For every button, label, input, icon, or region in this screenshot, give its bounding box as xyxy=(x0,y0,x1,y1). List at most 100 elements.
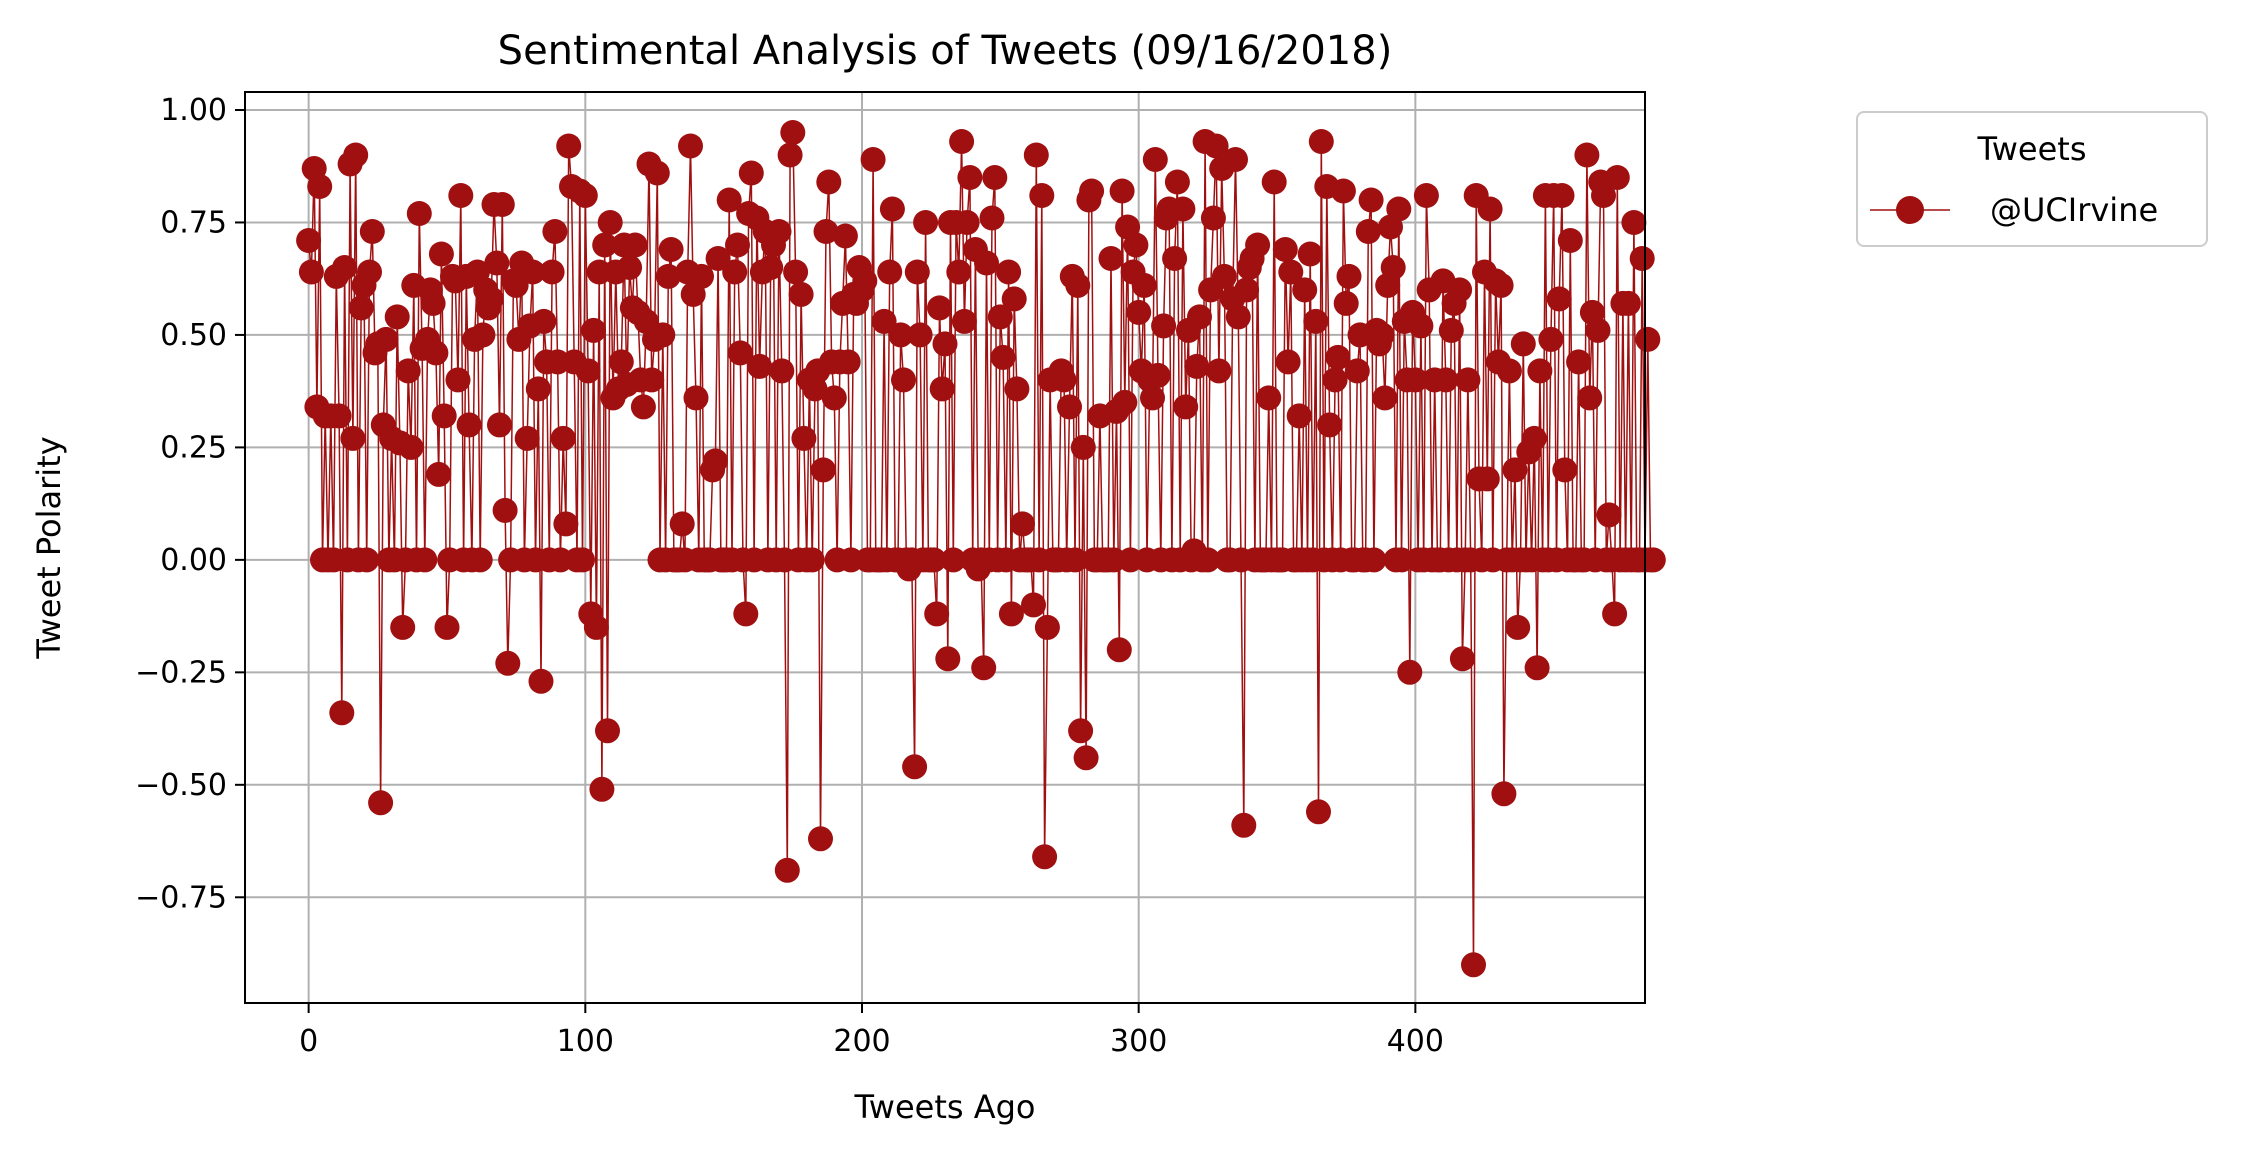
data-point xyxy=(445,367,471,393)
data-point xyxy=(1477,196,1503,222)
data-point xyxy=(1106,637,1132,663)
data-point xyxy=(1447,277,1473,303)
data-point xyxy=(1142,147,1168,172)
data-point xyxy=(783,259,809,285)
legend: Tweets @UCIrvine xyxy=(1856,111,2208,247)
data-point xyxy=(572,183,598,208)
data-point xyxy=(348,295,374,321)
data-point xyxy=(974,250,999,276)
data-point xyxy=(1557,228,1583,253)
data-point xyxy=(1173,394,1199,420)
data-point xyxy=(774,857,800,883)
data-point xyxy=(1502,457,1528,483)
data-point xyxy=(1552,457,1578,483)
data-point xyxy=(608,349,634,375)
data-point xyxy=(434,614,460,640)
data-point xyxy=(921,547,947,573)
data-point xyxy=(1577,385,1603,411)
y-tick-label: −0.25 xyxy=(135,655,227,690)
data-point xyxy=(1151,313,1177,339)
data-point xyxy=(808,826,833,852)
data-point xyxy=(1574,142,1600,168)
data-point xyxy=(326,403,352,429)
data-point xyxy=(1109,178,1135,204)
data-point xyxy=(1433,367,1459,393)
data-point xyxy=(1286,403,1312,429)
data-point xyxy=(766,219,792,244)
data-point xyxy=(639,367,665,393)
data-point xyxy=(1380,255,1406,280)
data-point xyxy=(758,255,784,280)
data-point xyxy=(1068,718,1094,744)
data-point xyxy=(669,511,695,537)
data-point xyxy=(1245,232,1271,258)
data-point xyxy=(907,322,933,348)
data-point xyxy=(1461,952,1486,978)
data-point xyxy=(354,547,380,573)
data-point xyxy=(780,120,806,145)
data-point xyxy=(495,650,521,676)
data-point xyxy=(1206,358,1232,384)
data-point xyxy=(1184,353,1210,379)
data-point xyxy=(1034,614,1060,640)
data-point xyxy=(428,241,454,267)
data-point xyxy=(990,344,1016,370)
data-point xyxy=(1549,183,1575,208)
x-tick-label: 400 xyxy=(1387,1024,1444,1059)
data-point xyxy=(1010,511,1035,537)
data-point xyxy=(298,259,324,285)
y-tick-label: 0.25 xyxy=(160,430,227,465)
data-point xyxy=(296,228,322,253)
data-point xyxy=(1538,326,1564,352)
x-tick-label: 300 xyxy=(1110,1024,1167,1059)
data-point xyxy=(1051,367,1077,393)
y-axis: 1.00 0.75 0.50 0.25 0.00 −0.25 −0.50 −0.75 xyxy=(135,93,245,915)
data-point xyxy=(835,349,861,375)
x-tick-label: 200 xyxy=(833,1024,890,1059)
data-point xyxy=(368,790,394,816)
data-point xyxy=(1355,219,1381,244)
data-point xyxy=(821,385,847,411)
data-point xyxy=(705,246,731,271)
data-point xyxy=(1369,322,1395,348)
data-point xyxy=(456,412,482,438)
legend-series-label: @UCIrvine xyxy=(1990,191,2158,229)
legend-title: Tweets xyxy=(1976,130,2086,168)
series-0 xyxy=(296,120,1666,978)
data-point xyxy=(689,263,714,289)
data-point xyxy=(888,322,914,348)
data-point xyxy=(1566,349,1592,375)
data-point xyxy=(1449,646,1475,672)
data-point xyxy=(556,133,582,159)
data-point xyxy=(949,129,975,154)
data-point xyxy=(1261,169,1287,195)
y-tick-label: −0.75 xyxy=(135,880,227,915)
data-point xyxy=(1231,812,1257,838)
data-point xyxy=(595,718,620,744)
data-point xyxy=(1070,434,1096,460)
data-point xyxy=(478,286,504,312)
data-point xyxy=(727,340,753,366)
y-tick-label: 0.75 xyxy=(160,205,227,240)
y-tick-label: 1.00 xyxy=(160,93,227,128)
data-point xyxy=(622,232,648,258)
data-point xyxy=(373,326,399,352)
data-point xyxy=(420,290,446,316)
data-point xyxy=(1317,412,1343,438)
data-point xyxy=(996,259,1022,285)
data-point xyxy=(982,165,1008,190)
data-point xyxy=(575,358,601,384)
data-point xyxy=(716,187,742,213)
data-point xyxy=(343,142,369,168)
data-point xyxy=(1402,367,1428,393)
x-tick-label: 0 xyxy=(299,1024,318,1059)
data-point xyxy=(1413,183,1439,208)
data-point xyxy=(1322,367,1348,393)
data-point xyxy=(929,376,955,402)
data-point xyxy=(340,425,366,451)
legend-box xyxy=(1856,111,2208,247)
data-point xyxy=(448,183,474,208)
data-point xyxy=(957,165,983,190)
series-layer xyxy=(296,120,1666,978)
